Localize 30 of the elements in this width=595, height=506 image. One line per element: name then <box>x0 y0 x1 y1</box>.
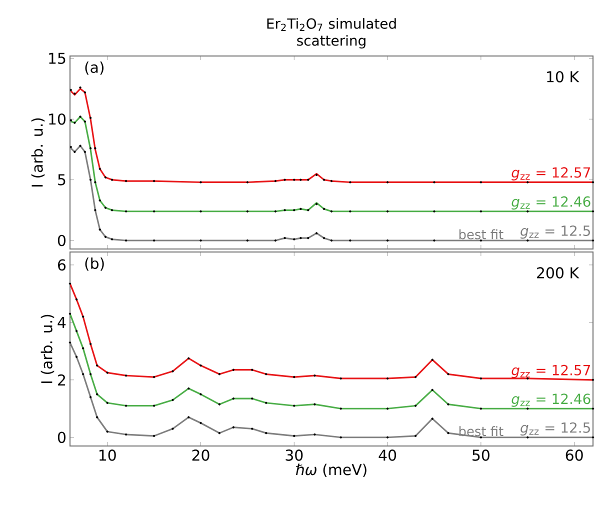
series-label: g$_{zz}$ = 12.5 <box>520 225 590 239</box>
series-label: g$_{zz}$ = 12.57 <box>512 167 590 180</box>
y-tick-label: 4 <box>58 316 66 328</box>
series-label: g$_{zz}$ = 12.46 <box>512 196 590 210</box>
x-tick-label: 50 <box>472 450 490 461</box>
annotation: (b) <box>85 257 104 271</box>
y-tick-label: 15 <box>49 52 66 64</box>
x-tick-label: 30 <box>286 450 303 461</box>
annotation: 10 K <box>547 71 580 82</box>
y-tick-label: 2 <box>58 374 65 386</box>
chart-title: Er$_{2}$Ti$_{2}$O$_{7}$ simulated scattering <box>267 18 396 48</box>
y-axis-title: I (arb. u.) <box>31 118 45 186</box>
series-label: g$_{zz}$ = 12.5 <box>520 422 590 436</box>
y-tick-label: 10 <box>49 113 66 125</box>
y-tick-label: 0 <box>58 432 66 444</box>
x-axis-title: ℏω (meV) <box>296 464 366 477</box>
y-tick-label: 0 <box>58 234 66 246</box>
x-tick-label: 40 <box>378 450 396 461</box>
x-tick-label: 20 <box>192 450 210 461</box>
y-tick-label: 6 <box>58 259 66 271</box>
series-label: g$_{zz}$ = 12.46 <box>512 394 590 407</box>
annotation: 200 K <box>537 267 580 278</box>
x-tick-label: 60 <box>566 450 583 461</box>
annotation: best fit <box>459 229 504 240</box>
annotation: (a) <box>85 61 104 75</box>
y-tick-label: 5 <box>58 174 66 186</box>
y-axis-title: I (arb. u.) <box>40 314 54 383</box>
x-tick-label: 10 <box>99 450 116 461</box>
series-label: g$_{zz}$ = 12.57 <box>512 364 590 378</box>
line-series <box>70 282 594 381</box>
